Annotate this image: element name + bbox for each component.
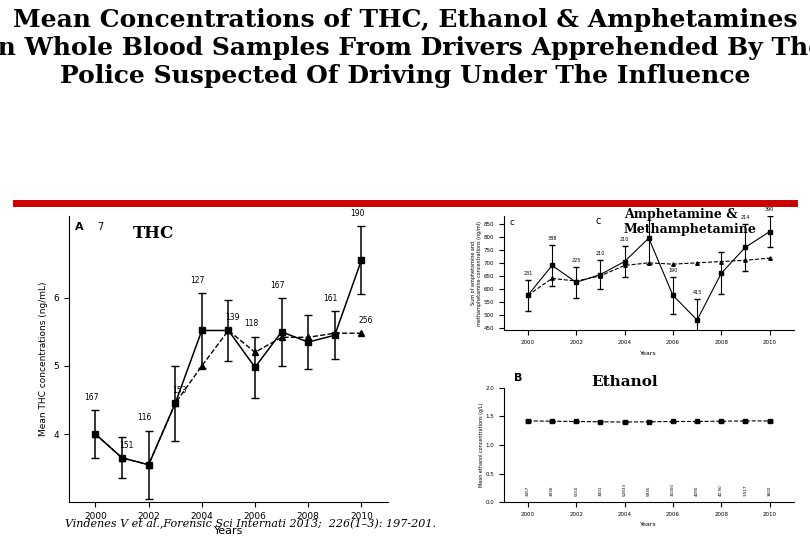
- Text: 3.917: 3.917: [744, 485, 748, 496]
- Text: THC: THC: [133, 225, 174, 241]
- Text: 190: 190: [668, 268, 677, 273]
- Text: 167: 167: [84, 393, 99, 402]
- Text: A: A: [75, 222, 84, 232]
- Text: 210: 210: [595, 251, 605, 256]
- Text: Amphetamine &
Methamphetamine: Amphetamine & Methamphetamine: [624, 208, 757, 236]
- Y-axis label: Mean THC concentrations (ng/mL): Mean THC concentrations (ng/mL): [39, 282, 48, 436]
- Text: B: B: [514, 373, 522, 383]
- Text: 210: 210: [620, 237, 629, 242]
- Text: 390: 390: [765, 207, 774, 212]
- Text: 40.90: 40.90: [719, 485, 723, 496]
- Text: c: c: [509, 218, 514, 227]
- Text: 7: 7: [97, 222, 104, 232]
- Text: 3457: 3457: [526, 486, 530, 496]
- Text: 5150: 5150: [574, 486, 578, 496]
- Text: 153: 153: [172, 386, 186, 395]
- Y-axis label: Sum of amphetamine and
methamphetamine concentrations (ng/ml): Sum of amphetamine and methamphetamine c…: [471, 221, 482, 326]
- Text: 52833: 52833: [623, 483, 627, 496]
- Text: 231: 231: [523, 271, 532, 276]
- Text: 118: 118: [244, 320, 258, 328]
- Y-axis label: Mean ethanol concentrations (g/L): Mean ethanol concentrations (g/L): [479, 403, 484, 487]
- Text: 190: 190: [350, 209, 364, 218]
- Text: c: c: [595, 216, 601, 226]
- Text: 5935: 5935: [646, 486, 650, 496]
- Text: 3001: 3001: [599, 486, 603, 496]
- Text: 116: 116: [138, 414, 151, 422]
- Text: 104: 104: [644, 203, 654, 208]
- Text: 167: 167: [271, 281, 285, 289]
- Text: 214: 214: [741, 215, 750, 220]
- Text: Ethanol: Ethanol: [591, 375, 658, 389]
- Text: 151: 151: [119, 441, 133, 450]
- Text: 4090: 4090: [695, 486, 699, 496]
- Text: 256: 256: [358, 316, 373, 325]
- Text: 31000: 31000: [671, 483, 675, 496]
- Text: 415: 415: [693, 291, 701, 295]
- Text: 388: 388: [548, 236, 556, 241]
- X-axis label: Years: Years: [641, 523, 657, 528]
- X-axis label: Years: Years: [641, 351, 657, 356]
- Text: 3036: 3036: [550, 486, 554, 496]
- Text: 225: 225: [572, 258, 581, 263]
- Text: 3602: 3602: [768, 486, 772, 496]
- Text: Mean Concentrations of THC, Ethanol & Amphetamines
In Whole Blood Samples From D: Mean Concentrations of THC, Ethanol & Am…: [0, 8, 810, 87]
- Text: 139: 139: [225, 313, 240, 322]
- Text: Vindenes V et al.,Forensic Sci Internati 2013;  226(1–3): 197-201.: Vindenes V et al.,Forensic Sci Internati…: [65, 519, 436, 529]
- X-axis label: Years: Years: [214, 526, 243, 536]
- Text: 161: 161: [324, 294, 338, 303]
- Text: 127: 127: [190, 276, 205, 285]
